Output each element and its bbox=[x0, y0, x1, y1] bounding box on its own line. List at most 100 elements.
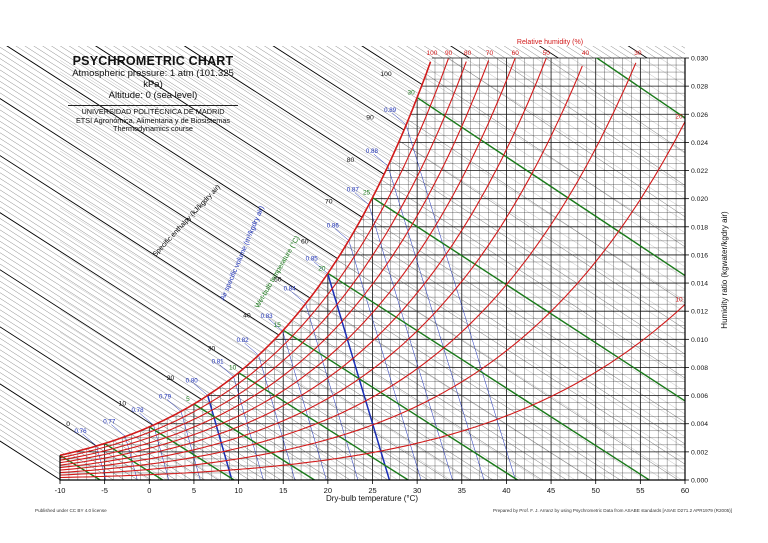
x-tick-label: 35 bbox=[458, 486, 466, 495]
enthalpy-inner-line bbox=[60, 150, 576, 480]
rh-curve bbox=[60, 61, 467, 461]
volume-label: 0.87 bbox=[347, 187, 360, 194]
enthalpy-inner-line bbox=[499, 58, 685, 177]
volume-leader bbox=[193, 383, 208, 396]
wet-bulb-line bbox=[595, 58, 685, 119]
wet-bulb-line bbox=[265, 348, 471, 480]
volume-label: 0.83 bbox=[261, 313, 274, 320]
license-note: Published under CC BY 4.0 license bbox=[35, 508, 107, 513]
volume-leader bbox=[82, 433, 97, 447]
x-tick-label: 15 bbox=[279, 486, 287, 495]
enthalpy-inner-line bbox=[60, 82, 682, 480]
y-tick-label: 0.010 bbox=[691, 337, 708, 344]
school: ETSI Agronómica, Alimentaria y de Biosis… bbox=[75, 115, 231, 125]
enthalpy-inner-line bbox=[535, 58, 685, 154]
enthalpy-inner-line bbox=[60, 264, 398, 480]
enthalpy-inner-line bbox=[393, 58, 685, 245]
enthalpy-inner-line bbox=[340, 58, 685, 279]
enthalpy-inner-line bbox=[322, 58, 685, 290]
wet-bulb-label: 5 bbox=[186, 396, 190, 403]
rh-label: 20 bbox=[675, 114, 683, 121]
enthalpy-inner-line bbox=[180, 58, 685, 381]
y-axis-title: Humidity ratio (kgwater/kgdry air) bbox=[720, 211, 729, 329]
top-margin bbox=[0, 0, 768, 46]
volume-leader bbox=[166, 399, 182, 412]
wet-bulb-line bbox=[345, 245, 685, 465]
volume-line bbox=[368, 204, 453, 480]
volume-line bbox=[405, 124, 516, 480]
rh-curve bbox=[60, 58, 449, 459]
enthalpy-inner-line bbox=[60, 207, 487, 480]
y-tick-label: 0.012 bbox=[691, 309, 708, 316]
credit-note: Prepared by Prof. F. J. Arranz by using … bbox=[493, 508, 732, 513]
enthalpy-inner-line bbox=[144, 58, 685, 403]
pressure-note: Atmospheric pressure: 1 atm (101.325 kPa… bbox=[72, 68, 234, 90]
enthalpy-inner-line bbox=[606, 58, 685, 109]
volume-label: 0.77 bbox=[103, 419, 116, 426]
enthalpy-inner-line bbox=[109, 58, 685, 426]
volume-line bbox=[305, 303, 359, 480]
wet-bulb-line bbox=[495, 58, 685, 186]
enthalpy-inner-line bbox=[60, 94, 665, 480]
volume-label: 0.85 bbox=[306, 256, 319, 263]
volume-label: 0.89 bbox=[384, 107, 397, 114]
wet-bulb-line bbox=[301, 309, 567, 480]
rh-curve bbox=[60, 303, 685, 479]
enthalpy-line bbox=[547, 0, 768, 142]
rh-title: Relative humidity (%) bbox=[517, 39, 583, 46]
volume-line bbox=[206, 395, 233, 480]
y-tick-label: 0.024 bbox=[691, 140, 708, 147]
volume-leader bbox=[291, 291, 306, 304]
volume-leader bbox=[139, 412, 154, 426]
rh-curve bbox=[60, 60, 490, 464]
axis-ticks: -10 -5 0 5 10 15 20 25 30 35 40 45 50 55 600.0000.0020… bbox=[55, 56, 709, 496]
enthalpy-inner-line bbox=[357, 58, 685, 267]
enthalpy-title: Specific enthalpy (kJ/kgdry air) bbox=[152, 184, 222, 258]
wet-bulb-label: 30 bbox=[408, 90, 416, 97]
enthalpy-inner-line bbox=[624, 58, 685, 97]
y-tick-label: 0.002 bbox=[691, 449, 708, 456]
enthalpy-inner-line bbox=[60, 241, 434, 480]
rh-label: 90 bbox=[445, 50, 453, 57]
wet-bulb-line bbox=[363, 214, 685, 423]
enthalpy-label: 90 bbox=[366, 115, 374, 122]
enthalpy-inner-line bbox=[60, 332, 292, 480]
rh-label: 40 bbox=[582, 50, 590, 57]
x-tick-label: -5 bbox=[101, 486, 108, 495]
rh-curve bbox=[60, 62, 637, 474]
y-tick-label: 0.008 bbox=[691, 365, 708, 372]
y-tick-label: 0.014 bbox=[691, 281, 708, 288]
enthalpy-line bbox=[0, 435, 70, 481]
chart-labels: 0.76 0.77 0.78 0.79 0.80 0.81 0.82 0.83 0.84 0.85… bbox=[66, 50, 683, 435]
wet-bulb-line bbox=[390, 160, 685, 355]
wet-bulb-line bbox=[545, 58, 685, 153]
wet-bulb-line bbox=[354, 230, 685, 445]
enthalpy-inner-line bbox=[60, 105, 647, 480]
enthalpy-inner-line bbox=[482, 58, 685, 188]
wet-bulb-line bbox=[327, 272, 650, 480]
enthalpy-inner-line bbox=[162, 58, 685, 392]
enthalpy-inner-line bbox=[304, 58, 685, 301]
wet-bulb-label: 20 bbox=[318, 265, 326, 272]
wet-bulb-line bbox=[381, 179, 685, 379]
volume-label: 0.86 bbox=[327, 223, 340, 230]
wet-bulb-line bbox=[193, 403, 315, 480]
rh-curve bbox=[60, 58, 547, 469]
x-tick-label: 30 bbox=[413, 486, 421, 495]
enthalpy-inner-line bbox=[198, 58, 685, 369]
wet-bulb-line bbox=[336, 259, 679, 480]
volume-label: 0.84 bbox=[284, 286, 297, 293]
enthalpy-line bbox=[556, 0, 768, 137]
enthalpy-inner-line bbox=[641, 58, 685, 86]
volume-leader bbox=[268, 318, 283, 332]
y-tick-label: 0.000 bbox=[691, 478, 708, 485]
enthalpy-inner-line bbox=[269, 58, 685, 324]
x-tick-label: 20 bbox=[324, 486, 332, 495]
wet-bulb-line bbox=[176, 413, 282, 480]
enthalpy-inner-line bbox=[570, 58, 685, 131]
title-divider bbox=[68, 105, 238, 106]
volume-line bbox=[125, 436, 138, 480]
wet-bulb-label: 15 bbox=[274, 322, 282, 329]
x-tick-label: 10 bbox=[234, 486, 242, 495]
